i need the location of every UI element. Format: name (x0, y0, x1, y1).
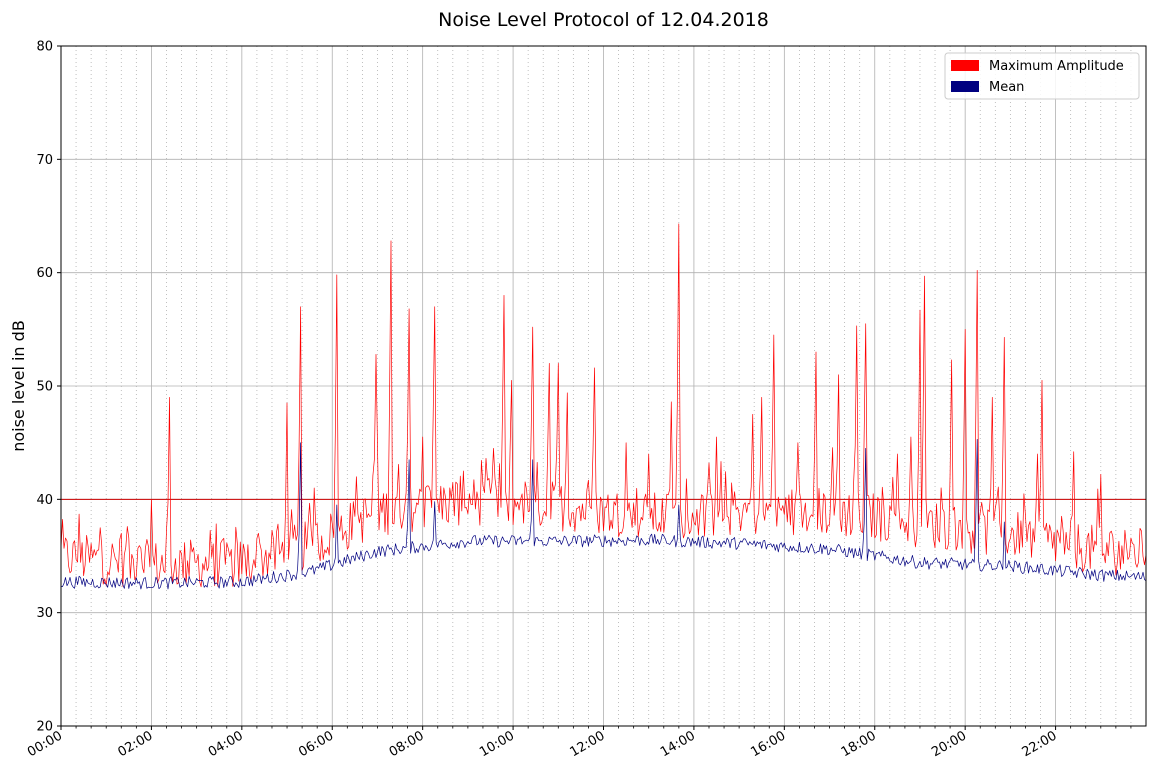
y-tick-label-80: 80 (36, 40, 53, 55)
y-tick-label-70: 70 (36, 153, 53, 168)
x-tick-label-0400: 04:00 (206, 728, 246, 760)
series-line-maximum-amplitude (60, 223, 1147, 588)
x-tick-label-1600: 16:00 (748, 728, 788, 760)
x-tick-label-2000: 20:00 (929, 728, 969, 760)
x-tick-label-0800: 08:00 (387, 728, 427, 760)
legend-swatch-maximum-amplitude (951, 60, 979, 71)
y-axis-label: noise level in dB (9, 320, 28, 452)
x-tick-label-1400: 14:00 (658, 728, 698, 760)
y-tick-label-20: 20 (36, 720, 53, 735)
x-tick-label-0600: 06:00 (296, 728, 336, 760)
legend-label-mean: Mean (989, 80, 1024, 95)
series-layer (60, 223, 1147, 590)
chart-title: Noise Level Protocol of 12.04.2018 (438, 9, 769, 31)
series-line-mean (60, 438, 1147, 590)
y-tick-label-30: 30 (36, 606, 53, 621)
y-tick-label-40: 40 (36, 493, 53, 508)
y-tick-label-50: 50 (36, 380, 53, 395)
legend-swatch-mean (951, 81, 979, 92)
grid-layer (60, 45, 1146, 727)
x-tick-label-0200: 02:00 (115, 728, 155, 760)
legend: Maximum Amplitude Mean (944, 52, 1140, 100)
x-tick-label-1800: 18:00 (839, 728, 879, 760)
x-tick-label-1200: 12:00 (568, 728, 608, 760)
x-tick-label-1000: 10:00 (477, 728, 517, 760)
legend-box (944, 52, 1140, 100)
x-tick-label-2200: 22:00 (1020, 728, 1060, 760)
legend-label-maximum-amplitude: Maximum Amplitude (989, 59, 1124, 74)
y-tick-label-60: 60 (36, 266, 53, 281)
